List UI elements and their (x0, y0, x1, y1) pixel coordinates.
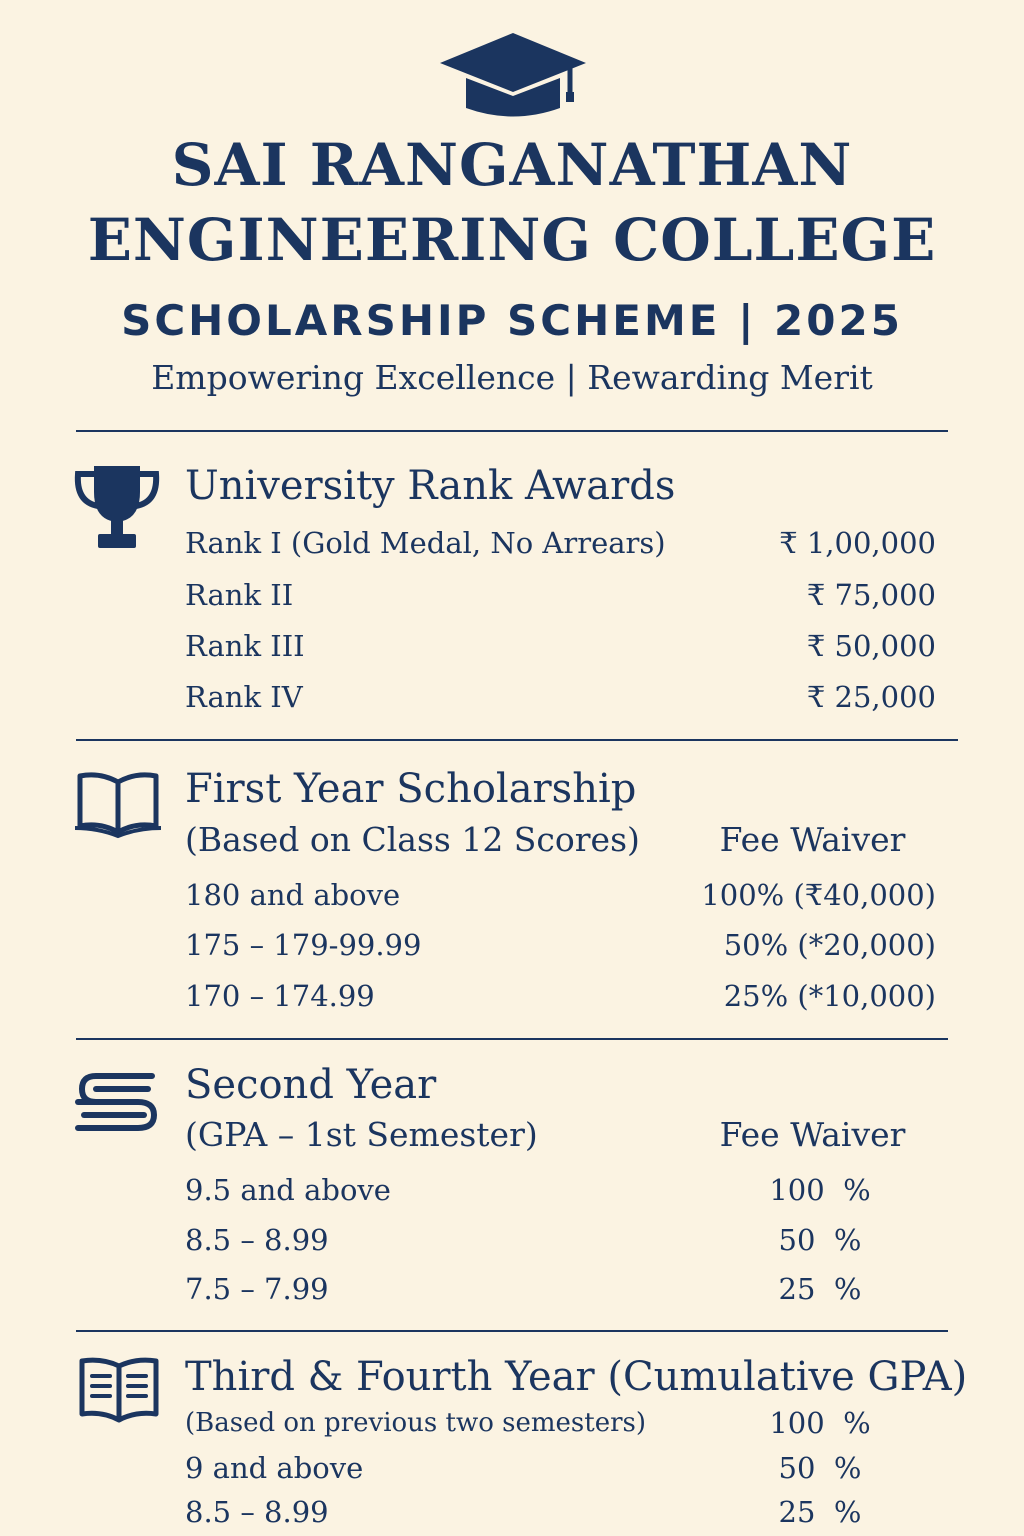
row-value: ₹ 50,000 (806, 629, 936, 663)
section-subtitle: (Based on previous two semesters) (185, 1408, 647, 1438)
trophy-icon (72, 462, 162, 556)
section-title: Third & Fourth Year (Cumulative GPA) (185, 1354, 968, 1400)
college-name-line1: SAI RANGANATHAN (171, 131, 853, 199)
row-label: 8.5 – 8.99 (185, 1223, 329, 1257)
section-title: Second Year (185, 1062, 437, 1108)
row-value: 25% (*10,000) (723, 979, 936, 1013)
open-book-icon (72, 768, 164, 844)
section-subtitle: (GPA – 1st Semester) (185, 1115, 538, 1154)
row-value: ₹ 25,000 (806, 680, 936, 714)
row-label: Rank IV (185, 680, 303, 714)
row-value: 100% (₹40,000) (701, 878, 936, 912)
scheme-subtitle: SCHOLARSHIP SCHEME | 2025 (121, 296, 903, 345)
row-label: 9 and above (185, 1451, 364, 1485)
row-label: 175 – 179-99.99 (185, 928, 422, 962)
row-value: 50% (*20,000) (723, 928, 936, 962)
row-value: 25 % (778, 1272, 862, 1306)
row-label: 7.5 – 7.99 (185, 1272, 329, 1306)
row-value: 100 % (769, 1173, 871, 1207)
column-header: Fee Waiver (719, 1115, 906, 1154)
section-title: First Year Scholarship (185, 766, 637, 812)
section-subtitle: (Based on Class 12 Scores) (185, 820, 640, 859)
row-value: ₹ 75,000 (806, 578, 936, 612)
row-value: 50 % (778, 1451, 862, 1485)
row-value: 50 % (778, 1223, 862, 1257)
row-label: 180 and above (185, 878, 401, 912)
divider (76, 430, 948, 432)
row-label: Rank III (185, 629, 305, 663)
row-label: Rank I (Gold Medal, No Arrears) (185, 526, 666, 560)
tagline: Empowering Excellence | Rewarding Merit (151, 358, 873, 397)
book-text-icon (76, 1356, 162, 1430)
divider (76, 1330, 948, 1332)
row-label: Rank II (185, 578, 294, 612)
divider (76, 739, 958, 741)
row-label: 9.5 and above (185, 1173, 391, 1207)
column-header: Fee Waiver (719, 820, 906, 859)
divider (76, 1038, 948, 1040)
row-value: 25 % (778, 1495, 862, 1529)
stacked-books-icon (74, 1070, 160, 1140)
row-label: 170 – 174.99 (185, 979, 375, 1013)
row-value: ₹ 1,00,000 (779, 526, 936, 560)
row-label: 8.5 – 8.99 (185, 1495, 329, 1529)
row-value: 100 % (769, 1406, 871, 1440)
graduation-cap-icon (438, 30, 588, 120)
college-name-line2: ENGINEERING COLLEGE (87, 206, 937, 274)
section-title: University Rank Awards (185, 463, 676, 509)
